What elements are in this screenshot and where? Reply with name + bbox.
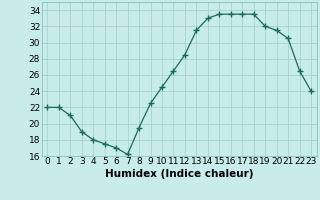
- X-axis label: Humidex (Indice chaleur): Humidex (Indice chaleur): [105, 169, 253, 179]
